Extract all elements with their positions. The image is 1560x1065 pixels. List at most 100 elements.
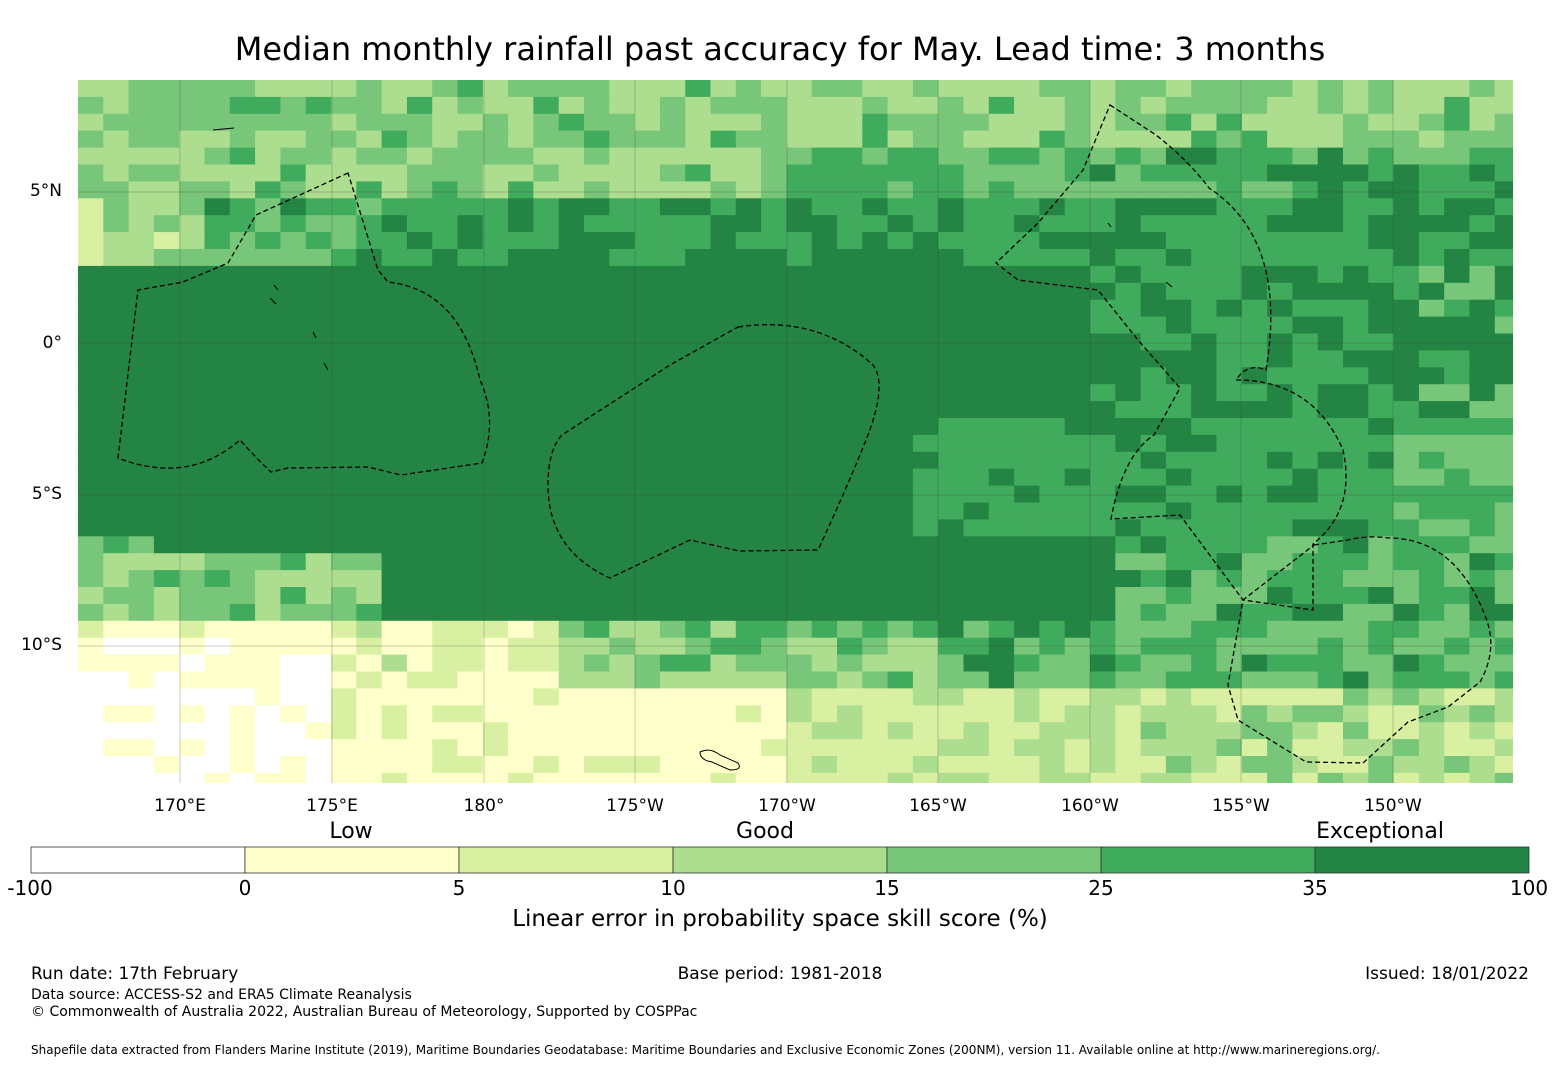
grid-cell bbox=[1444, 350, 1470, 368]
grid-cell bbox=[482, 80, 509, 98]
grid-cell bbox=[988, 401, 1015, 419]
colorbar-box bbox=[30, 846, 246, 874]
grid-cell bbox=[508, 80, 534, 98]
grid-cell bbox=[786, 772, 813, 783]
grid-cell bbox=[128, 620, 155, 639]
grid-cell bbox=[1165, 519, 1192, 537]
grid-cell bbox=[811, 96, 838, 115]
grid-cell bbox=[381, 282, 408, 301]
grid-cell bbox=[457, 147, 484, 165]
grid-cell bbox=[811, 265, 838, 284]
grid-cell bbox=[786, 198, 813, 216]
grid-cell bbox=[280, 232, 307, 250]
grid-cell bbox=[1343, 654, 1369, 672]
grid-cell bbox=[761, 384, 787, 402]
grid-cell bbox=[1494, 147, 1513, 165]
run-date: Run date: 17th February bbox=[31, 964, 239, 984]
grid-cell bbox=[735, 164, 762, 182]
grid-cell bbox=[432, 80, 458, 98]
grid-cell bbox=[584, 418, 610, 436]
grid-cell bbox=[381, 215, 408, 233]
grid-cell bbox=[1191, 434, 1217, 453]
grid-cell bbox=[1014, 485, 1040, 503]
grid-cell bbox=[406, 570, 433, 588]
grid-cell bbox=[280, 434, 307, 453]
grid-cell bbox=[558, 451, 585, 470]
grid-cell bbox=[988, 620, 1015, 639]
grid-cell bbox=[1494, 468, 1513, 487]
grid-cell bbox=[1115, 418, 1142, 436]
grid-cell bbox=[1292, 688, 1319, 706]
grid-cell bbox=[179, 282, 205, 301]
grid-cell bbox=[558, 265, 585, 284]
grid-cell bbox=[938, 181, 964, 199]
grid-cell bbox=[482, 282, 509, 301]
grid-cell bbox=[128, 181, 155, 199]
grid-cell bbox=[609, 96, 636, 115]
grid-cell bbox=[837, 654, 863, 672]
grid-cell bbox=[1469, 756, 1496, 774]
grid-cell bbox=[356, 384, 383, 402]
grid-cell bbox=[1014, 502, 1040, 520]
grid-cell bbox=[482, 215, 509, 233]
grid-cell bbox=[837, 265, 863, 284]
grid-cell bbox=[508, 333, 534, 351]
grid-cell bbox=[1368, 587, 1395, 605]
grid-cell bbox=[103, 130, 130, 149]
grid-cell bbox=[432, 688, 458, 706]
grid-cell bbox=[508, 181, 534, 199]
grid-cell bbox=[761, 367, 787, 385]
grid-cell bbox=[229, 671, 256, 689]
grid-cell bbox=[533, 772, 560, 783]
grid-cell bbox=[1115, 620, 1142, 639]
grid-cell bbox=[963, 418, 990, 436]
grid-cell bbox=[1165, 553, 1192, 571]
grid-cell bbox=[609, 485, 636, 503]
grid-cell bbox=[1039, 333, 1066, 351]
grid-cell bbox=[1090, 603, 1116, 622]
grid-cell bbox=[1393, 722, 1420, 740]
shapefile-credit: Shapefile data extracted from Flanders M… bbox=[31, 1043, 1380, 1057]
grid-cell bbox=[912, 316, 939, 334]
grid-cell bbox=[1090, 654, 1116, 672]
grid-cell bbox=[1014, 637, 1040, 656]
grid-cell bbox=[761, 587, 787, 605]
grid-cell bbox=[204, 468, 231, 487]
grid-cell bbox=[1393, 654, 1420, 672]
grid-cell bbox=[912, 536, 939, 554]
grid-cell bbox=[659, 739, 686, 757]
grid-cell bbox=[406, 232, 433, 250]
grid-cell bbox=[1317, 249, 1344, 267]
grid-cell bbox=[1064, 96, 1091, 115]
grid-cell bbox=[862, 215, 889, 233]
grid-cell bbox=[862, 181, 889, 199]
grid-cell bbox=[533, 333, 560, 351]
grid-cell bbox=[1090, 265, 1116, 284]
grid-cell bbox=[634, 384, 661, 402]
grid-cell bbox=[659, 333, 686, 351]
grid-cell bbox=[204, 299, 231, 318]
grid-cell bbox=[988, 316, 1015, 334]
grid-cell bbox=[356, 181, 383, 199]
grid-cell bbox=[584, 434, 610, 453]
grid-cell bbox=[1368, 113, 1395, 132]
grid-cell bbox=[963, 384, 990, 402]
grid-cell bbox=[1165, 434, 1192, 453]
grid-cell bbox=[406, 772, 433, 783]
grid-cell bbox=[1444, 181, 1470, 199]
grid-cell bbox=[1368, 249, 1395, 267]
grid-cell bbox=[609, 705, 636, 723]
grid-cell bbox=[710, 367, 737, 385]
grid-cell bbox=[381, 316, 408, 334]
grid-cell bbox=[761, 299, 787, 318]
grid-cell bbox=[305, 130, 332, 149]
grid-cell bbox=[280, 164, 307, 182]
grid-cell bbox=[1469, 739, 1496, 757]
grid-cell bbox=[887, 80, 914, 98]
grid-cell bbox=[1039, 502, 1066, 520]
grid-cell bbox=[1317, 772, 1344, 783]
grid-cell bbox=[280, 147, 307, 165]
grid-cell bbox=[204, 147, 231, 165]
grid-cell bbox=[179, 418, 205, 436]
grid-cell bbox=[432, 181, 458, 199]
